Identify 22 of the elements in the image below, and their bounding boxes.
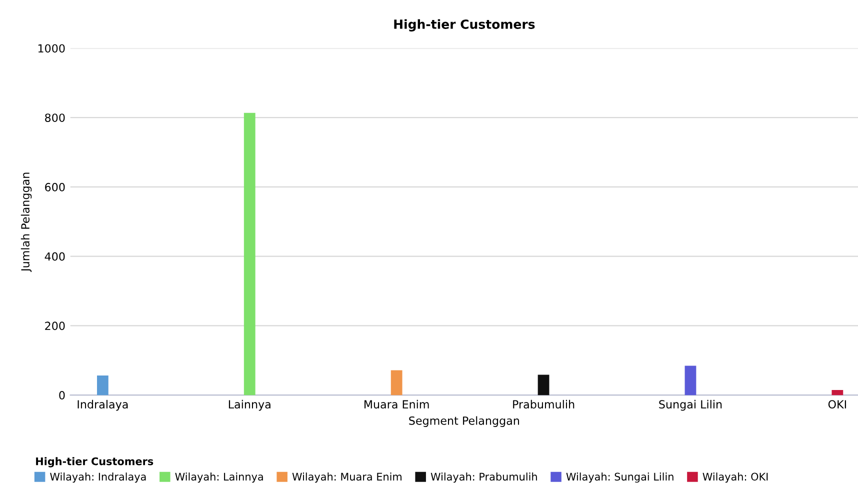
legend-label: Wilayah: Indralaya <box>50 472 146 483</box>
x-tick-label: Muara Enim <box>364 400 429 409</box>
y-tick-label: 600 <box>45 182 65 192</box>
x-tick-label: OKI <box>828 400 846 409</box>
legend-label: Wilayah: Lainnya <box>175 472 263 483</box>
y-axis-title: Jumlah Pelanggan <box>20 172 32 272</box>
y-tick-label: 200 <box>45 322 65 330</box>
y-tick-label: 0 <box>59 391 65 400</box>
x-tick-label: Prabumulih <box>513 400 574 409</box>
y-tick-label: 1000 <box>38 44 65 53</box>
x-tick-label: Sungai Lilin <box>659 400 722 411</box>
legend-title: High-tier Customers <box>36 457 154 468</box>
legend-label: Wilayah: Sungai Lilin <box>566 472 674 483</box>
x-axis-title: Segment Pelanggan <box>409 416 520 427</box>
x-tick-label: Lainnya <box>228 400 270 411</box>
chart-title: High-tier Customers <box>394 19 535 32</box>
y-tick-label: 400 <box>44 252 65 261</box>
x-tick-label: Indralaya <box>78 400 128 411</box>
legend-label: Wilayah: OKI <box>702 472 768 483</box>
legend-label: Wilayah: Muara Enim <box>292 472 402 483</box>
legend-label: Wilayah: Prabumulih <box>430 472 537 483</box>
y-tick-label: 800 <box>45 114 65 122</box>
